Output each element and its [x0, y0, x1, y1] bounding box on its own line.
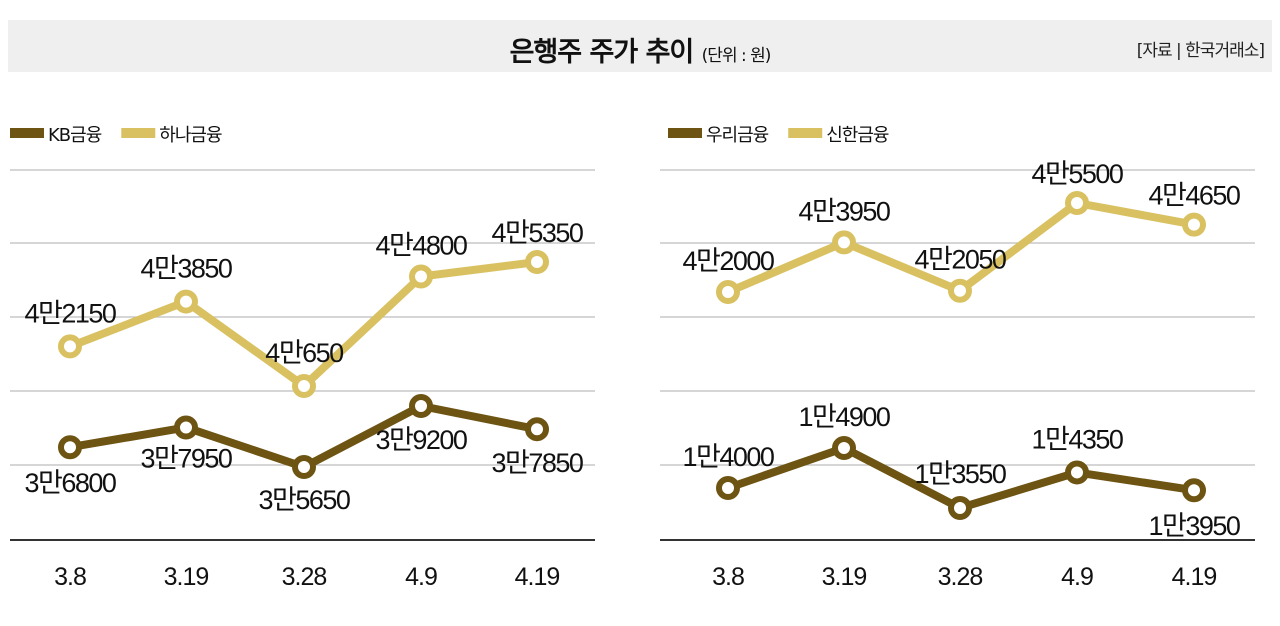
x-tick-label: 3.19 [164, 563, 209, 591]
x-tick-label: 4.9 [1061, 563, 1093, 591]
title-bar: 은행주 주가 추이 (단위 : 원) [자료 | 한국거래소] [8, 20, 1272, 72]
data-point [58, 435, 82, 460]
data-label: 4만4650 [1149, 181, 1240, 211]
data-point [292, 374, 316, 398]
legend-swatch [668, 128, 702, 138]
data-point [1065, 460, 1089, 485]
data-label: 4만5350 [492, 218, 583, 248]
legend-swatch [788, 128, 823, 138]
data-label: 1만4900 [799, 402, 890, 432]
data-point [948, 496, 972, 520]
x-tick-label: 3.19 [822, 563, 867, 591]
data-point [716, 280, 740, 304]
x-tick-label: 4.19 [1172, 563, 1217, 591]
data-point [174, 289, 198, 314]
data-point [409, 264, 433, 289]
legend-label: 우리금융 [706, 125, 769, 146]
data-point [1065, 191, 1089, 215]
unit-label: (단위 : 원) [701, 46, 772, 66]
data-point [716, 476, 740, 500]
data-point [292, 455, 316, 479]
data-point [832, 230, 856, 255]
data-label: 4만4800 [376, 231, 467, 261]
data-point [948, 278, 972, 303]
data-label: 3만9200 [376, 425, 467, 455]
title-text: 은행주 주가 추이 [509, 37, 695, 68]
source-label: [자료 | 한국거래소] [1136, 41, 1265, 61]
data-label: 3만5650 [259, 485, 350, 515]
data-label: 4만3950 [799, 196, 890, 226]
legend-label: KB금융 [48, 125, 102, 146]
data-label: 1만4000 [683, 442, 774, 472]
data-label: 3만7850 [492, 448, 583, 478]
x-tick-label: 4.19 [515, 563, 560, 591]
data-label: 4만650 [265, 338, 343, 368]
x-tick-label: 3.28 [938, 563, 983, 591]
x-tick-label: 3.8 [712, 563, 744, 591]
x-tick-label: 4.9 [405, 563, 437, 591]
x-tick-label: 3.8 [54, 563, 86, 591]
legend-label: 신한금융 [826, 125, 889, 146]
data-point [409, 394, 433, 418]
legend-swatch [121, 128, 156, 138]
data-label: 3만7950 [141, 443, 232, 473]
data-point [525, 417, 549, 442]
data-point [58, 334, 82, 359]
data-label: 1만3550 [915, 459, 1006, 489]
data-label: 4만2000 [683, 246, 774, 276]
data-point [174, 415, 198, 440]
data-label: 1만4350 [1032, 424, 1123, 454]
data-label: 4만2050 [915, 245, 1006, 275]
x-tick-label: 3.28 [282, 563, 327, 591]
legend-label: 하나금융 [159, 125, 222, 146]
legend-swatch [10, 128, 44, 138]
data-point [525, 250, 549, 274]
data-label: 4만2150 [25, 298, 116, 328]
data-label: 4만3850 [141, 254, 232, 284]
data-point [1182, 212, 1206, 237]
data-label: 4만5500 [1032, 159, 1123, 189]
data-label: 3만6800 [25, 468, 116, 498]
data-point [1182, 478, 1206, 503]
chart-title: 은행주 주가 추이 (단위 : 원) [8, 30, 1272, 69]
data-label: 1만3950 [1149, 511, 1240, 541]
data-point [832, 436, 856, 460]
